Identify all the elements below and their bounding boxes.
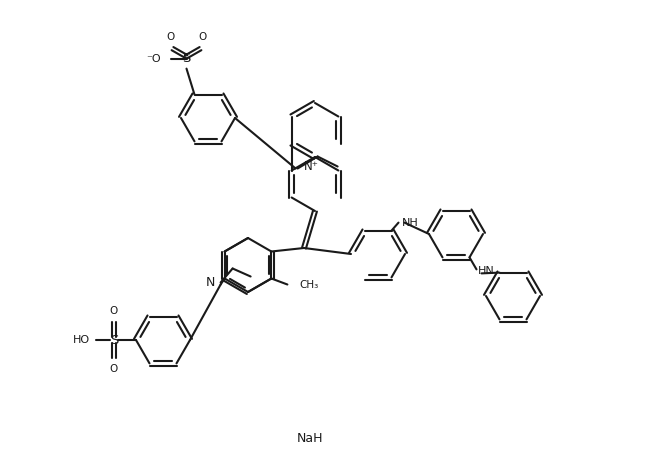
Text: HN: HN	[477, 266, 494, 277]
Text: N⁺: N⁺	[304, 160, 318, 173]
Text: NH: NH	[402, 218, 418, 227]
Text: S: S	[182, 52, 191, 65]
Text: NaH: NaH	[297, 431, 323, 445]
Text: O: O	[110, 364, 118, 374]
Text: O: O	[167, 32, 174, 42]
Text: S: S	[110, 334, 118, 346]
Text: CH₃: CH₃	[299, 279, 318, 290]
Text: O: O	[198, 32, 207, 42]
Text: HO: HO	[73, 335, 90, 345]
Text: O: O	[110, 306, 118, 316]
Text: N: N	[206, 276, 216, 289]
Text: ⁻O: ⁻O	[146, 54, 160, 64]
